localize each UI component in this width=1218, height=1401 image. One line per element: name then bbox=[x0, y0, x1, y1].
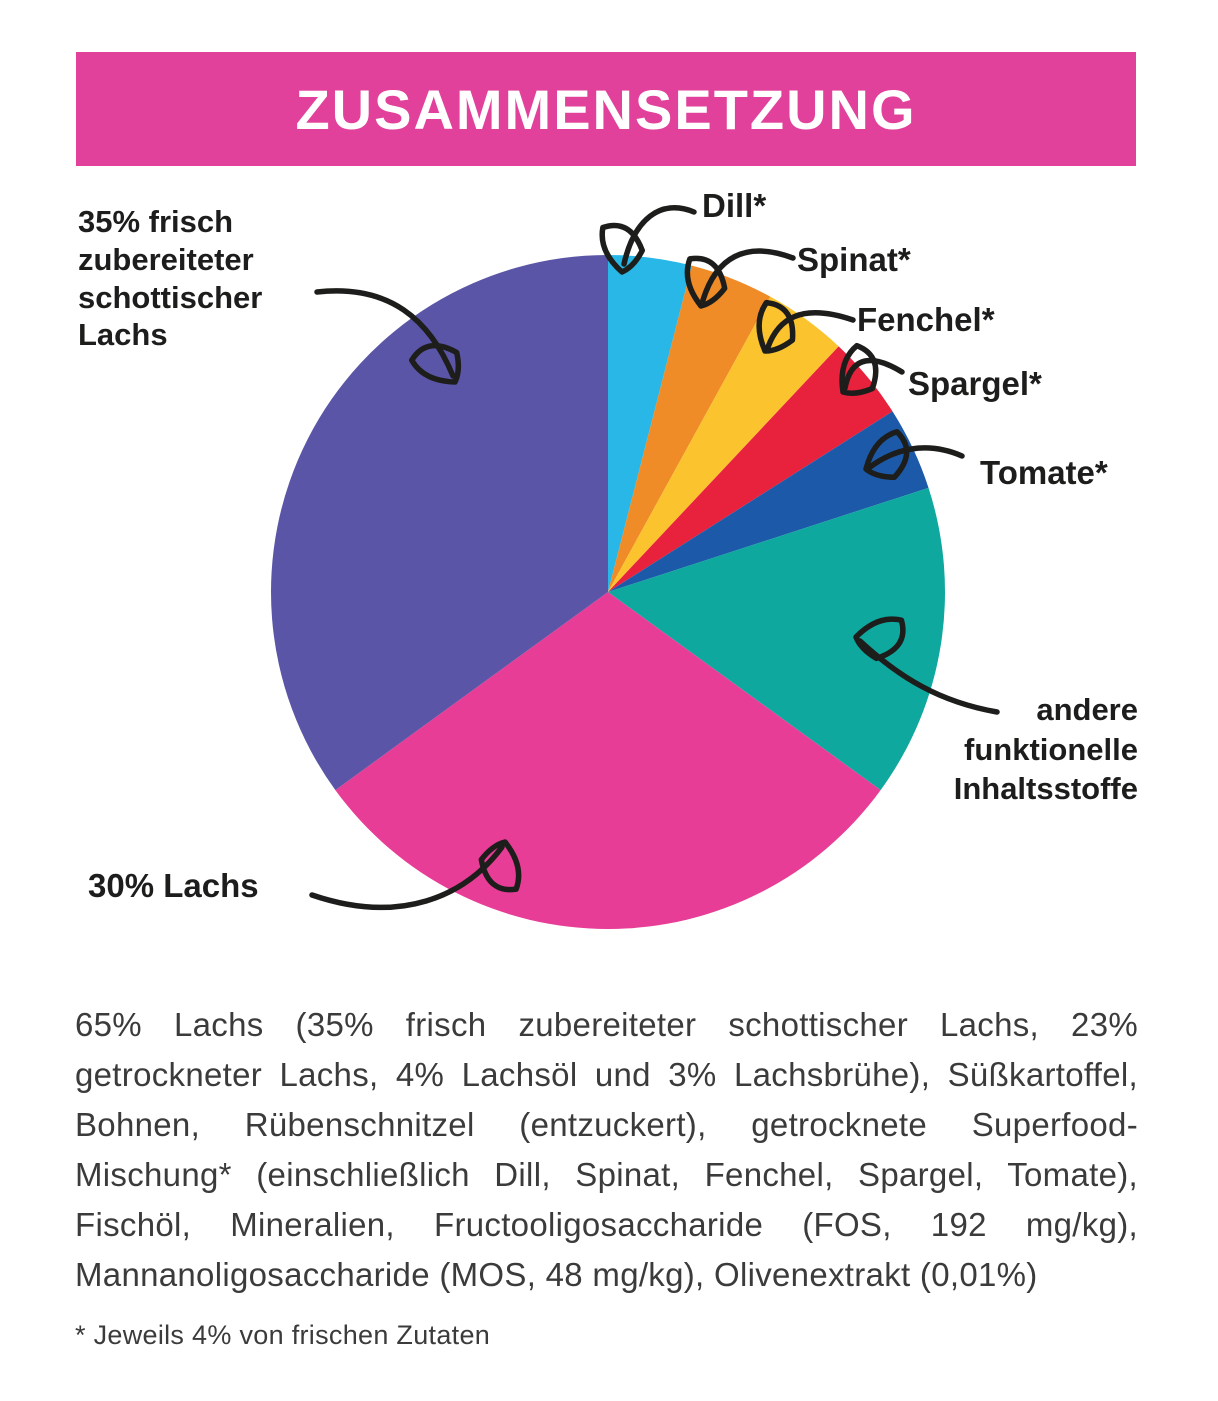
header-banner: ZUSAMMENSETZUNG bbox=[76, 52, 1136, 166]
callout-label-30-lachs: 30% Lachs bbox=[88, 867, 259, 904]
arrow-andere bbox=[857, 638, 1000, 715]
arrowhead-tomate bbox=[863, 429, 910, 481]
arrowhead-spargel bbox=[839, 342, 879, 396]
footnote: * Jeweils 4% von frischen Zutaten bbox=[75, 1320, 491, 1350]
arrow-tomate bbox=[867, 445, 965, 470]
arrowhead-dill bbox=[599, 222, 646, 275]
arrow-spinat bbox=[700, 248, 796, 303]
callout-arrows bbox=[309, 205, 1000, 910]
pie-slice-fenchel bbox=[608, 296, 839, 592]
callout-label-spargel: Spargel* bbox=[908, 365, 1042, 402]
callout-label-spinat: Spinat* bbox=[797, 241, 911, 278]
callout-label-andere-funktionelle-inhaltsstoffe: andere funktionelle Inhaltsstoffe bbox=[953, 692, 1138, 807]
callout-label-fenchel: Fenchel* bbox=[857, 301, 995, 338]
pie-slice-tomate bbox=[608, 411, 929, 592]
arrow-lachs30 bbox=[309, 844, 505, 910]
pie-slice-dill bbox=[608, 255, 692, 592]
arrowhead-salmon35 bbox=[409, 342, 462, 385]
callout-label-35-frisch-zubereiteter-schottischer-lachs: 35% frisch zubereiteter schottischer Lac… bbox=[78, 204, 263, 353]
composition-paragraph: 65% Lachs (35% frisch zubereiteter schot… bbox=[75, 1006, 1138, 1293]
arrow-fenchel bbox=[765, 310, 856, 350]
arrow-dill bbox=[621, 205, 697, 267]
pie-slice-andere-funktionelle-inhaltsstoffe bbox=[608, 487, 946, 791]
arrowhead-lachs30 bbox=[478, 839, 522, 893]
arrowhead-fenchel bbox=[756, 299, 796, 354]
pie-slice-30-lachs bbox=[335, 592, 881, 929]
arrowhead-spinat bbox=[684, 255, 728, 309]
arrow-spargel bbox=[842, 357, 905, 391]
pie-slice-spargel bbox=[608, 346, 893, 592]
page-title: ZUSAMMENSETZUNG bbox=[295, 77, 917, 141]
arrow-salmon35 bbox=[314, 288, 456, 379]
pie-slice-spinat bbox=[608, 265, 771, 592]
pie-slice-35-frisch-zubereiteter-schottischer-lachs bbox=[271, 254, 608, 791]
pie-slices bbox=[271, 254, 946, 929]
callout-label-dill: Dill* bbox=[702, 187, 767, 224]
callout-label-tomate: Tomate* bbox=[980, 454, 1108, 491]
arrowhead-andere bbox=[853, 616, 906, 662]
